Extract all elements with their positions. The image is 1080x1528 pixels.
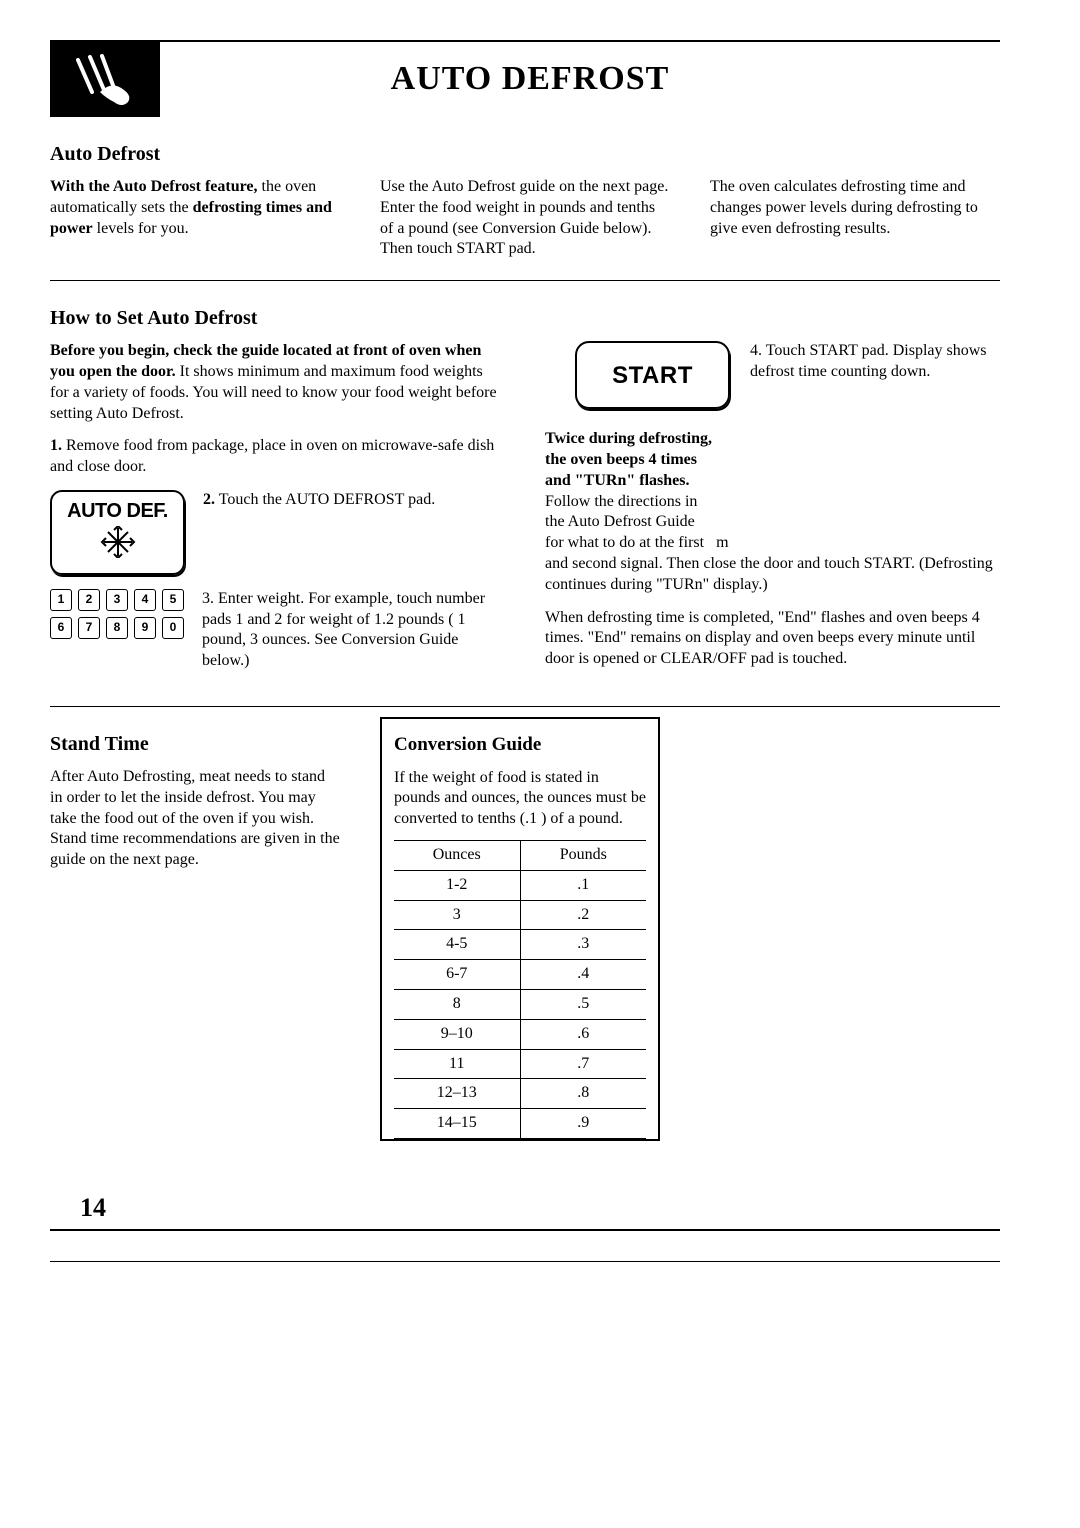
auto-defrost-pad: AUTO DEF.	[50, 490, 185, 575]
table-row: 8.5	[394, 990, 646, 1020]
step-2: 2. Touch the AUTO DEFROST pad.	[203, 490, 505, 511]
cell-ounces: 1-2	[394, 870, 520, 900]
auto-defrost-label: AUTO DEF.	[60, 498, 175, 524]
conversion-guide-box: Conversion Guide If the weight of food i…	[380, 717, 660, 1141]
step-3: 3. Enter weight. For example, touch numb…	[202, 589, 505, 672]
bottom-rule-2	[50, 1261, 1000, 1262]
howto-left: Before you begin, check the guide locate…	[50, 341, 505, 686]
intro-col3: The oven calculates defrosting time and …	[710, 177, 1000, 239]
page-title: AUTO DEFROST	[170, 57, 890, 101]
cell-pounds: .7	[520, 1049, 646, 1079]
cell-pounds: .3	[520, 930, 646, 960]
cell-ounces: 14–15	[394, 1109, 520, 1139]
keypad-key-1: 1	[50, 589, 72, 611]
step-4: 4. Touch START pad. Display shows defros…	[750, 341, 1000, 383]
cell-ounces: 8	[394, 990, 520, 1020]
cell-ounces: 12–13	[394, 1079, 520, 1109]
cell-pounds: .8	[520, 1079, 646, 1109]
table-row: 14–15.9	[394, 1109, 646, 1139]
step-3-row: 12345 67890 3. Enter weight. For example…	[50, 589, 505, 672]
end-text: When defrosting time is completed, "End"…	[545, 608, 1000, 670]
table-row: 1-2.1	[394, 870, 646, 900]
keypad-key-9: 9	[134, 617, 156, 639]
step-2-row: AUTO DEF. 2. Touch the AUTO DEFROST pad.	[50, 490, 505, 575]
intro-col2: Use the Auto Defrost guide on the next p…	[380, 177, 670, 260]
logo	[50, 42, 160, 117]
keypad-key-2: 2	[78, 589, 100, 611]
cell-ounces: 11	[394, 1049, 520, 1079]
table-row: 11.7	[394, 1049, 646, 1079]
page-number: 14	[80, 1191, 1000, 1225]
cell-ounces: 9–10	[394, 1019, 520, 1049]
howto-right: START 4. Touch START pad. Display shows …	[545, 341, 1000, 686]
table-row: 4-5.3	[394, 930, 646, 960]
page-header: AUTO DEFROST	[50, 42, 1000, 117]
keypad-key-0: 0	[162, 617, 184, 639]
beeps-text: Twice during defrosting,the oven beeps 4…	[545, 429, 1000, 595]
col-ounces: Ounces	[394, 841, 520, 871]
intro-col1: With the Auto Defrost feature, the oven …	[50, 177, 340, 239]
stand-time-col: Stand Time After Auto Defrosting, meat n…	[50, 717, 340, 871]
start-pad: START	[575, 341, 730, 409]
cell-ounces: 6-7	[394, 960, 520, 990]
stand-time-body: After Auto Defrosting, meat needs to sta…	[50, 767, 340, 871]
howto-intro: Before you begin, check the guide locate…	[50, 341, 505, 424]
conversion-table: Ounces Pounds 1-2.13.24-5.36-7.48.59–10.…	[394, 840, 646, 1139]
table-row: 9–10.6	[394, 1019, 646, 1049]
step-4-row: START 4. Touch START pad. Display shows …	[545, 341, 1000, 409]
keypad-key-6: 6	[50, 617, 72, 639]
cell-pounds: .5	[520, 990, 646, 1020]
keypad-key-8: 8	[106, 617, 128, 639]
cell-ounces: 3	[394, 900, 520, 930]
cell-pounds: .4	[520, 960, 646, 990]
table-row: 12–13.8	[394, 1079, 646, 1109]
section3-heading: Stand Time	[50, 731, 340, 757]
cell-pounds: .9	[520, 1109, 646, 1139]
section2-heading: How to Set Auto Defrost	[50, 305, 1000, 331]
table-row: 3.2	[394, 900, 646, 930]
cell-pounds: .6	[520, 1019, 646, 1049]
divider-1	[50, 280, 1000, 281]
section1-heading: Auto Defrost	[50, 141, 1000, 167]
stand-time-row: Stand Time After Auto Defrosting, meat n…	[50, 717, 1000, 1141]
defrost-icon	[70, 52, 140, 107]
start-label: START	[612, 360, 693, 391]
snowflake-icon	[95, 526, 141, 558]
intro-columns: With the Auto Defrost feature, the oven …	[50, 177, 1000, 260]
cell-pounds: .1	[520, 870, 646, 900]
cell-ounces: 4-5	[394, 930, 520, 960]
keypad-key-3: 3	[106, 589, 128, 611]
keypad-key-7: 7	[78, 617, 100, 639]
conversion-intro: If the weight of food is stated in pound…	[394, 768, 646, 830]
col-pounds: Pounds	[520, 841, 646, 871]
howto-columns: Before you begin, check the guide locate…	[50, 341, 1000, 686]
step-1: 1. Remove food from package, place in ov…	[50, 436, 505, 478]
keypad-key-5: 5	[162, 589, 184, 611]
keypad: 12345 67890	[50, 589, 184, 639]
cell-pounds: .2	[520, 900, 646, 930]
table-row: 6-7.4	[394, 960, 646, 990]
conversion-heading: Conversion Guide	[394, 733, 646, 758]
keypad-key-4: 4	[134, 589, 156, 611]
divider-2	[50, 706, 1000, 707]
